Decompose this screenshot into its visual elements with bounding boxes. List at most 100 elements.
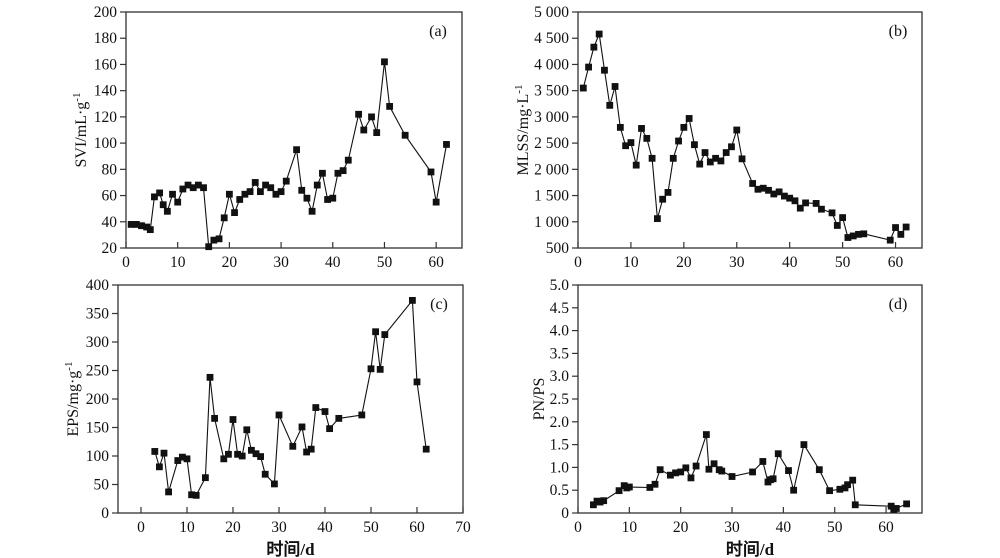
- data-point-marker: [667, 471, 674, 479]
- y-axis-title-d: PN/PS: [531, 378, 548, 421]
- y-tick-label: 300: [86, 334, 110, 351]
- y-tick-label: 1 000: [534, 214, 569, 231]
- data-point-marker: [319, 169, 326, 177]
- data-point-marker: [680, 123, 688, 131]
- data-point-marker: [321, 408, 329, 415]
- data-point-marker: [160, 449, 168, 457]
- data-point-marker: [293, 146, 300, 154]
- y-tick-label: 2 000: [534, 161, 569, 178]
- y-tick-label: 2.5: [550, 391, 570, 408]
- y-tick-label: 4.0: [550, 323, 570, 340]
- data-point-marker: [749, 180, 757, 187]
- data-point-marker: [151, 193, 158, 201]
- data-point-marker: [275, 411, 283, 419]
- data-point-marker: [192, 491, 200, 499]
- x-tick-label: 20: [222, 254, 238, 271]
- data-point-marker: [308, 207, 316, 215]
- data-point-marker: [770, 190, 778, 198]
- data-point-marker: [696, 160, 704, 168]
- data-point-marker: [427, 168, 435, 176]
- y-axis-title-b: MLSS/mg·L-1: [513, 85, 532, 176]
- y-tick-label: 250: [86, 363, 110, 380]
- x-tick-label: 0: [137, 519, 145, 536]
- data-point-marker: [409, 296, 416, 304]
- data-point-marker: [775, 188, 783, 196]
- data-point-marker: [298, 186, 306, 194]
- y-tick-label: 1.5: [550, 437, 570, 454]
- data-point-marker: [601, 66, 608, 74]
- data-point-marker: [675, 137, 682, 145]
- chart-d: 0 10 20 30 40 50 60 0 0.5 1.0 1.5 2.0 2.5 3.0 3.5 4.0 4.…: [531, 277, 923, 558]
- data-point-marker: [179, 185, 187, 193]
- data-point-marker: [231, 209, 238, 216]
- data-point-marker: [443, 141, 450, 148]
- data-point-marker: [790, 486, 798, 494]
- y-tick-label: 100: [94, 135, 118, 152]
- data-point-marker: [839, 214, 847, 221]
- y-tick-label: 3.0: [550, 368, 570, 385]
- y-tick-label: 4 500: [534, 30, 569, 47]
- data-point-marker: [616, 123, 624, 131]
- data-point-marker: [710, 460, 718, 468]
- data-point-marker: [277, 188, 285, 196]
- data-point-marker: [329, 194, 337, 202]
- data-point-marker: [282, 177, 290, 185]
- data-point-marker: [903, 500, 910, 508]
- data-point-marker: [225, 190, 233, 198]
- data-point-marker: [902, 223, 910, 231]
- axis-box-d: [577, 284, 923, 514]
- data-point-marker: [156, 189, 163, 197]
- data-point-marker: [595, 30, 603, 38]
- data-point-marker: [211, 414, 218, 422]
- data-point-marker: [307, 445, 315, 453]
- data-point-marker: [791, 197, 799, 205]
- data-point-marker: [179, 453, 186, 461]
- x-tick-label: 0: [122, 254, 130, 271]
- data-point-marker: [706, 158, 714, 166]
- data-point-marker: [701, 149, 709, 156]
- data-point-marker: [339, 167, 347, 175]
- x-tick-label: 30: [273, 254, 289, 271]
- data-point-marker: [648, 154, 656, 162]
- y-tick-label: 1.0: [550, 459, 570, 476]
- data-point-marker: [596, 498, 604, 506]
- data-point-marker: [685, 115, 693, 122]
- data-point-marker: [368, 113, 375, 121]
- data-point-marker: [759, 458, 767, 465]
- data-point-marker: [722, 149, 730, 156]
- data-point-marker: [664, 189, 672, 196]
- data-point-marker: [638, 125, 645, 132]
- data-point-marker: [712, 154, 719, 162]
- y-tick-label: 3 000: [534, 109, 569, 126]
- y-tick-label: 5 000: [534, 4, 569, 21]
- data-point-marker: [643, 134, 651, 142]
- panel-label-c: (c): [430, 296, 448, 313]
- data-point-marker: [769, 475, 777, 483]
- x-tick-label: 40: [782, 254, 798, 271]
- data-point-marker: [653, 215, 661, 223]
- data-point-marker: [159, 201, 167, 209]
- data-point-marker: [786, 194, 794, 202]
- data-point-marker: [261, 470, 269, 478]
- y-tick-label: 3.5: [550, 345, 570, 362]
- data-point-marker: [659, 195, 667, 203]
- data-point-marker: [855, 230, 862, 238]
- y-tick-label: 150: [86, 420, 110, 437]
- data-point-marker: [303, 448, 310, 456]
- data-point-marker: [611, 83, 619, 90]
- x-tick-label: 50: [835, 254, 851, 271]
- data-point-marker: [718, 467, 726, 475]
- x-tick-label: 70: [455, 519, 471, 536]
- data-point-marker: [785, 467, 792, 474]
- y-tick-label: 2 500: [534, 135, 569, 152]
- data-point-marker: [759, 184, 767, 192]
- data-point-marker: [590, 501, 597, 509]
- data-point-marker: [151, 448, 159, 455]
- data-point-marker: [672, 469, 679, 477]
- data-point-marker: [754, 185, 762, 193]
- panel-label-a: (a): [429, 23, 447, 40]
- y-tick-label: 400: [86, 277, 110, 294]
- y-tick-label: 5.0: [550, 277, 570, 294]
- y-tick-label: 200: [86, 391, 110, 408]
- data-point-marker: [812, 200, 820, 207]
